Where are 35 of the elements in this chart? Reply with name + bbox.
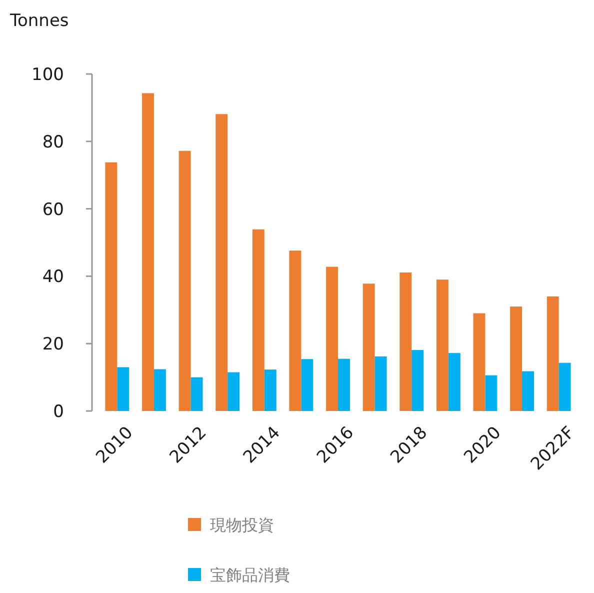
bar <box>485 375 498 411</box>
legend-label: 宝飾品消費 <box>210 566 290 585</box>
y-tick-label: 0 <box>53 402 64 422</box>
bar <box>412 350 424 411</box>
bar <box>546 296 559 411</box>
bar <box>510 306 522 411</box>
bar <box>289 250 302 411</box>
y-tick-label: 80 <box>42 132 64 152</box>
bar <box>374 356 387 411</box>
bar <box>362 284 375 411</box>
bar <box>301 359 314 411</box>
y-tick-label: 20 <box>42 334 64 355</box>
legend-label: 現物投資 <box>210 516 274 535</box>
bar <box>264 370 276 411</box>
bar <box>448 353 460 411</box>
bar <box>142 93 154 411</box>
bar <box>338 358 350 411</box>
bar <box>154 369 166 411</box>
y-tick-label: 60 <box>42 200 64 220</box>
y-tick-label: 100 <box>32 64 64 85</box>
bar <box>558 362 571 411</box>
bar <box>190 377 203 411</box>
bar <box>228 372 240 411</box>
bar <box>436 280 448 411</box>
bar <box>400 272 412 411</box>
bar <box>216 114 228 411</box>
bar <box>473 313 486 411</box>
bar <box>105 162 118 411</box>
bar <box>117 367 130 411</box>
y-axis-title: Tonnes <box>9 11 69 31</box>
bar <box>326 266 338 411</box>
y-tick-label: 40 <box>42 267 64 288</box>
bar <box>522 371 534 411</box>
bar <box>252 229 264 411</box>
bar <box>178 150 191 411</box>
